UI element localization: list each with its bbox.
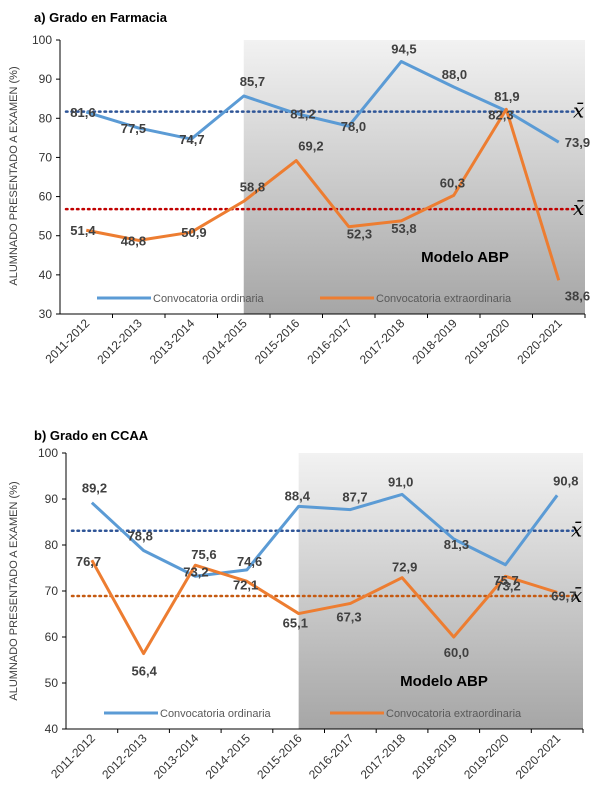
chart-b-data-label-extraordinaria: 65,1 (283, 616, 308, 631)
chart-a-data-label-extraordinaria: 60,3 (440, 175, 465, 190)
chart-a-data-label-extraordinaria: 53,8 (391, 221, 416, 236)
chart-b-x-tick-label: 2011-2012 (48, 731, 98, 781)
chart-b-y-tick-label: 60 (45, 630, 59, 644)
chart-b-mean-label: x̄ (571, 583, 582, 607)
chart-a-y-tick-label: 30 (39, 307, 53, 321)
chart-b-data-label-ordinaria: 74,6 (237, 554, 262, 569)
chart-b-y-tick-label: 80 (45, 538, 59, 552)
chart-a-x-tick-label: 2015-2016 (252, 316, 303, 367)
chart-b-series-ordinaria-line (90, 492, 559, 578)
chart-a-x-tick-label: 2014-2015 (199, 316, 250, 367)
chart-b-x-tick-label: 2020-2021 (513, 731, 564, 782)
chart-a-x-tick-label: 2019-2020 (462, 316, 513, 367)
chart-b-data-label-extraordinaria: 75,6 (191, 547, 216, 562)
chart-b-y-tick-label: 90 (45, 492, 59, 506)
chart-b-data-label-ordinaria: 91,0 (388, 474, 413, 489)
chart-b-title: b) Grado en CCAA (34, 428, 149, 443)
chart-a-y-tick-label: 40 (39, 268, 53, 282)
chart-a-data-label-extraordinaria: 51,4 (70, 223, 96, 238)
chart-b: 40 50 60 70 80 90 100 2011-2012 2012-2013 2013-20… (38, 446, 584, 782)
chart-b-data-label-extraordinaria: 60,0 (444, 645, 469, 660)
chart-a-ylabel: ALUMNADO PRESENTADO A EXAMEN (%) (8, 66, 20, 285)
chart-a-y-tick-label: 90 (39, 72, 53, 86)
chart-a-mean-label: x̄ (573, 196, 584, 220)
chart-b-data-label-ordinaria: 75,7 (493, 573, 518, 588)
chart-a-data-label-extraordinaria: 58,8 (240, 179, 265, 194)
chart-a-data-label-ordinaria: 81,6 (70, 105, 95, 120)
chart-a-x-tick-label: 2017-2018 (357, 316, 408, 367)
chart-a-data-label-extraordinaria: 69,2 (298, 139, 323, 154)
chart-b-data-label-ordinaria: 90,8 (553, 473, 578, 488)
chart-a-data-label-extraordinaria: 38,6 (565, 288, 590, 303)
chart-a-abp-region (243, 40, 585, 314)
chart-b-y-tick-label: 40 (45, 722, 59, 736)
chart-b-series-extraordinaria-line (90, 559, 558, 656)
chart-b-x-tick-label: 2018-2019 (409, 731, 460, 782)
chart-a-data-label-ordinaria: 74,7 (179, 132, 204, 147)
chart-b-modelo-abp-label: Modelo ABP (400, 673, 488, 690)
chart-b-legend-label-ordinaria: Convocatoria ordinaria (160, 708, 272, 720)
chart-b-ylabel: ALUMNADO PRESENTADO A EXAMEN (%) (8, 481, 20, 700)
chart-a-data-label-ordinaria: 88,0 (442, 67, 467, 82)
chart-a-series-ordinaria-line (85, 60, 560, 144)
chart-b-mean-label: x̄ (571, 518, 582, 542)
chart-b-abp-region (298, 453, 583, 729)
chart-b-data-label-extraordinaria: 72,9 (392, 560, 417, 575)
chart-a-x-tick-label: 2012-2013 (94, 316, 145, 367)
chart-a-data-label-ordinaria: 77,5 (121, 121, 146, 136)
chart-b-x-tick-label: 2019-2020 (461, 731, 512, 782)
chart-a-x-tick-label: 2011-2012 (43, 316, 93, 366)
chart-b-x-tick-label: 2016-2017 (306, 731, 357, 782)
chart-b-x-tick-label: 2017-2018 (358, 731, 409, 782)
chart-b-x-tick-label: 2013-2014 (151, 731, 202, 782)
chart-b-y-tick-label: 70 (45, 584, 59, 598)
chart-a-data-label-ordinaria: 85,7 (240, 74, 265, 89)
chart-a-y-tick-label: 50 (39, 229, 53, 243)
chart-a-data-label-extraordinaria: 52,3 (347, 227, 372, 242)
chart-b-x-tick-label: 2012-2013 (99, 731, 150, 782)
chart-a-data-label-extraordinaria: 82,3 (488, 107, 513, 122)
chart-b-data-label-ordinaria: 78,8 (128, 529, 153, 544)
chart-a-x-tick-label: 2013-2014 (147, 316, 198, 367)
chart-b-data-label-extraordinaria: 56,4 (132, 664, 158, 679)
chart-a-data-label-ordinaria: 81,2 (290, 107, 315, 122)
chart-b-data-label-ordinaria: 87,7 (342, 490, 367, 505)
chart-a: 30 40 50 60 70 80 90 100 2011-2012 2012-2013 2013-… (32, 33, 590, 367)
chart-b-data-label-extraordinaria: 72,1 (233, 577, 258, 592)
chart-b-data-label-ordinaria: 81,3 (444, 537, 469, 552)
chart-b-x-tick-label: 2015-2016 (254, 731, 305, 782)
chart-a-data-label-extraordinaria: 48,8 (121, 233, 146, 248)
chart-a-title: a) Grado en Farmacia (34, 10, 168, 25)
chart-a-y-tick-label: 100 (32, 33, 52, 47)
chart-a-data-label-ordinaria: 94,5 (391, 42, 416, 57)
chart-b-data-label-extraordinaria: 73,2 (495, 578, 520, 593)
chart-a-legend-label-ordinaria: Convocatoria ordinaria (153, 293, 265, 305)
chart-b-data-label-ordinaria: 88,4 (285, 488, 311, 503)
chart-b-data-label-ordinaria: 89,2 (82, 481, 107, 496)
chart-b-y-tick-label: 100 (38, 446, 58, 460)
chart-a-data-label-ordinaria: 73,9 (565, 135, 590, 150)
chart-b-data-label-extraordinaria: 67,3 (336, 609, 361, 624)
chart-a-data-label-ordinaria: 81,9 (494, 89, 519, 104)
chart-a-series-extraordinaria-line (85, 107, 561, 281)
chart-b-data-label-ordinaria: 73,2 (183, 564, 208, 579)
chart-b-data-label-extraordinaria: 69,7 (551, 588, 576, 603)
chart-a-x-tick-label: 2020-2021 (514, 316, 565, 367)
chart-b-x-tick-label: 2014-2015 (203, 731, 254, 782)
chart-a-mean-label: x̄ (573, 99, 584, 123)
chart-a-modelo-abp-label: Modelo ABP (421, 249, 509, 266)
chart-b-legend-label-extraordinaria: Convocatoria extraordinaria (386, 708, 522, 720)
chart-a-x-tick-label: 2018-2019 (409, 316, 460, 367)
chart-a-legend-label-extraordinaria: Convocatoria extraordinaria (376, 293, 512, 305)
chart-a-y-tick-label: 60 (39, 190, 53, 204)
chart-b-data-label-extraordinaria: 76,7 (76, 554, 101, 569)
chart-a-data-label-ordinaria: 78,0 (341, 119, 366, 134)
chart-a-y-tick-label: 80 (39, 111, 53, 125)
chart-b-y-tick-label: 50 (45, 676, 59, 690)
chart-a-y-tick-label: 70 (39, 150, 53, 164)
chart-a-x-tick-label: 2016-2017 (304, 316, 355, 367)
chart-a-data-label-extraordinaria: 50,9 (181, 225, 206, 240)
